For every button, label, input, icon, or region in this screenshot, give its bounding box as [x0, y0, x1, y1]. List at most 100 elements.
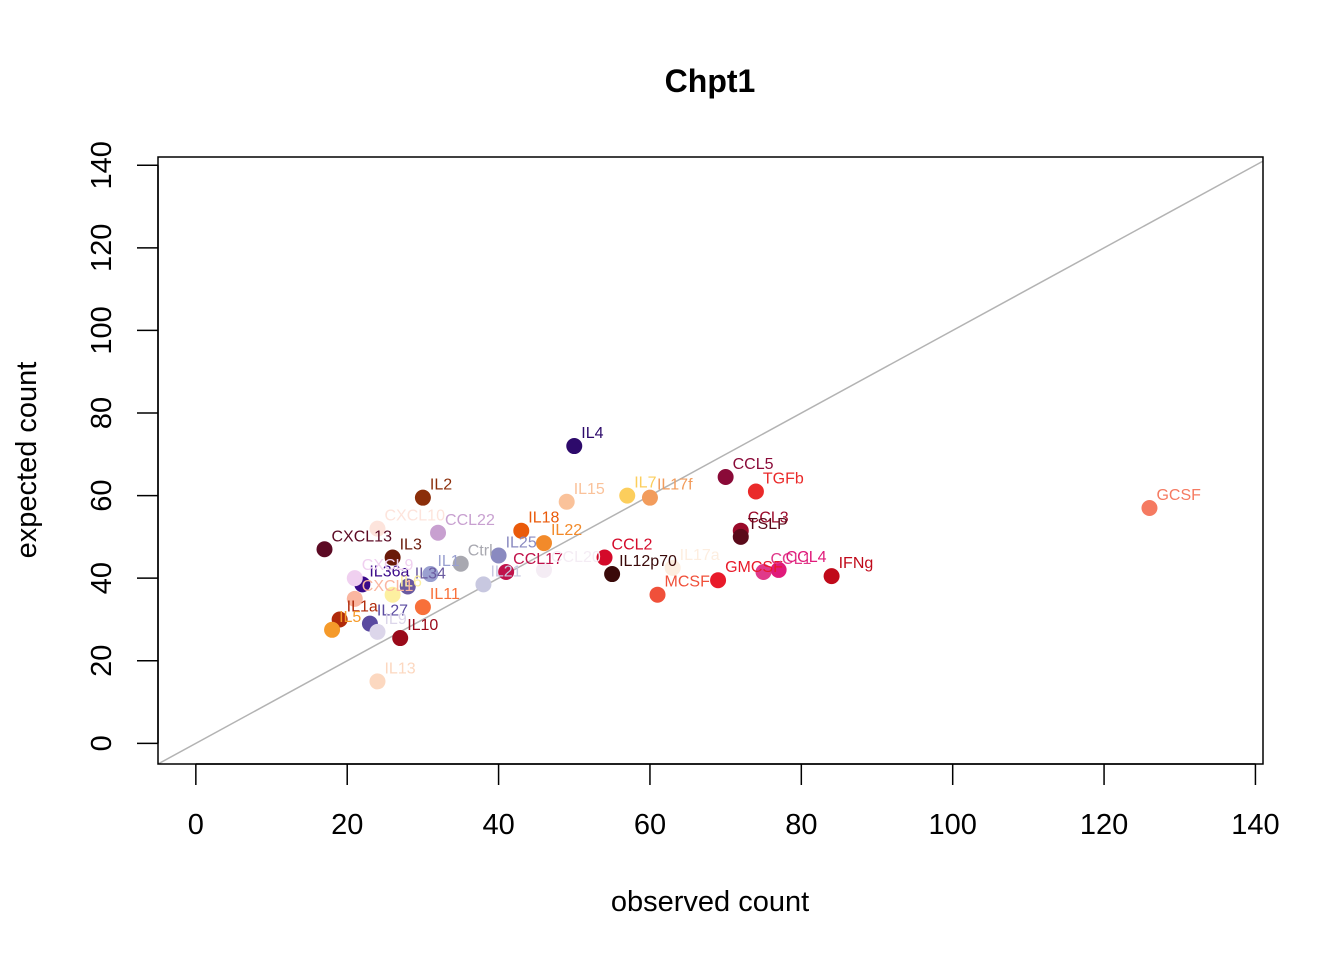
point-label: IL7: [634, 475, 656, 492]
point-label: CCL5: [733, 456, 774, 473]
point-label: IL15: [574, 481, 605, 498]
point-label: IL21: [490, 563, 521, 580]
point-label: CCL20: [551, 549, 601, 566]
data-point: [392, 630, 409, 647]
point-label: CXCL13: [332, 528, 393, 545]
data-point: [452, 555, 469, 572]
data-point: [498, 563, 515, 580]
data-point: [324, 621, 341, 638]
point-label: IFNg: [839, 555, 874, 572]
x-axis-label: observed count: [611, 886, 809, 918]
point-label: IL9: [384, 611, 406, 628]
point-label: CXCL9: [362, 557, 414, 574]
point-label: CCL17: [513, 551, 563, 568]
point-label: IL10: [407, 617, 438, 634]
x-tick-label: 80: [785, 809, 817, 841]
data-point: [755, 563, 772, 580]
point-label: CCL22: [445, 512, 495, 529]
point-label: IL34: [415, 565, 446, 582]
data-point: [566, 438, 583, 455]
point-label: IL11: [430, 586, 460, 603]
x-tick-label: 140: [1231, 809, 1279, 841]
x-tick-label: 60: [634, 809, 666, 841]
point-label: IL13: [384, 660, 415, 677]
point-label: IL36a: [369, 563, 409, 580]
data-point: [414, 599, 431, 616]
data-point: [717, 469, 734, 486]
data-point: [369, 673, 386, 690]
data-point: [346, 570, 363, 587]
y-tick-label: 20: [86, 645, 118, 677]
point-label: CCL1: [770, 551, 811, 568]
point-label: IL25: [506, 534, 537, 551]
data-point: [384, 549, 401, 566]
point-label: CCL3: [748, 510, 789, 527]
data-point: [710, 572, 727, 589]
identity-line: [157, 160, 1264, 765]
reference-line-layer: [157, 160, 1264, 765]
data-point: [430, 524, 447, 541]
data-point: [384, 586, 401, 603]
point-label: TSLP: [748, 516, 788, 533]
point-label: GCSF: [1156, 487, 1201, 504]
point-label: IL18: [528, 510, 559, 527]
data-point: [513, 522, 530, 539]
point-label: MCSF: [665, 574, 711, 591]
point-label: CXCL1: [362, 578, 414, 595]
data-point: [346, 590, 363, 607]
x-tick-label: 100: [928, 809, 976, 841]
data-point: [649, 586, 666, 603]
data-point: [369, 520, 386, 537]
y-tick-label: 140: [86, 141, 118, 189]
point-label: Ctrl: [468, 543, 493, 560]
data-point: [369, 623, 386, 640]
point-label: IL3: [400, 537, 422, 554]
y-tick-label: 100: [86, 306, 118, 354]
point-label: IL2: [430, 477, 452, 494]
x-tick-label: 120: [1080, 809, 1128, 841]
point-label: IL5: [339, 609, 361, 626]
plot-frame: [157, 156, 1264, 765]
data-point: [558, 493, 575, 510]
y-tick-label: 120: [86, 224, 118, 272]
point-label: IL22: [551, 522, 582, 539]
data-point: [641, 489, 658, 506]
y-tick-label: 60: [86, 479, 118, 511]
data-point: [770, 561, 787, 578]
data-point: [604, 566, 621, 583]
data-point: [316, 541, 333, 558]
point-label: CXCL10: [384, 508, 445, 525]
y-tick-label: 80: [86, 397, 118, 429]
point-label: IL1a: [347, 598, 378, 615]
point-label: IL27: [377, 603, 408, 620]
point-label: IL1: [437, 553, 459, 570]
data-point: [475, 576, 492, 593]
chart-title: Chpt1: [665, 63, 756, 99]
data-point: [823, 568, 840, 585]
point-label: IL4: [581, 425, 603, 442]
data-point: [535, 535, 552, 552]
point-label: GMCSF: [725, 559, 783, 576]
x-tick-label: 40: [482, 809, 514, 841]
data-point: [596, 549, 613, 566]
y-axis-label: expected count: [11, 362, 43, 559]
data-point: [619, 487, 636, 504]
point-label: IL12p70: [619, 553, 677, 570]
data-point: [664, 559, 681, 576]
data-point: [490, 547, 507, 564]
point-label: IL17a: [680, 547, 720, 564]
data-point: [732, 528, 749, 545]
point-label: CCL2: [612, 537, 653, 554]
axes-layer: 0 20 40 60 80 100 120 140 0 20 40 60 80 100 120 140: [86, 141, 1280, 841]
data-point: [422, 566, 439, 583]
data-point: [747, 483, 764, 500]
data-point: [399, 578, 416, 595]
y-tick-label: 0: [86, 735, 118, 751]
y-tick-label: 40: [86, 562, 118, 594]
data-point: [535, 561, 552, 578]
x-tick-label: 0: [188, 809, 204, 841]
x-tick-label: 20: [331, 809, 363, 841]
point-label: IL6: [400, 574, 422, 591]
